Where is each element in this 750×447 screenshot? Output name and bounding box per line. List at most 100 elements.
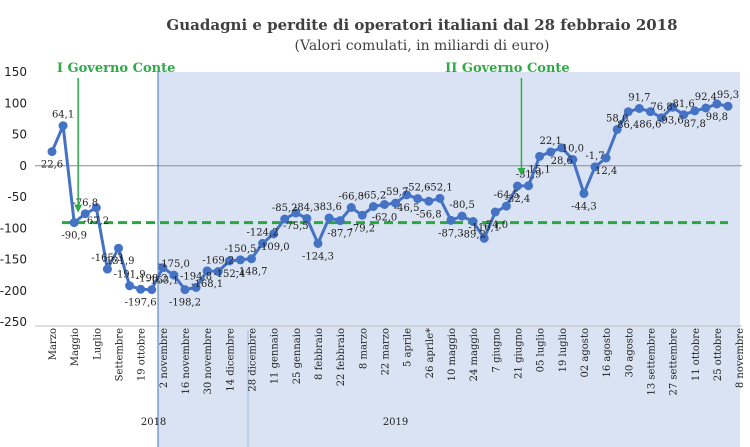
data-point bbox=[191, 283, 201, 292]
x-tick-label: 10 maggio bbox=[447, 328, 458, 381]
data-point bbox=[147, 285, 157, 295]
data-point bbox=[158, 263, 168, 273]
x-tick-label: Maggio bbox=[70, 328, 81, 366]
data-point bbox=[535, 151, 545, 161]
data-label: 58,0 bbox=[606, 114, 628, 125]
y-tick-label: -150 bbox=[0, 253, 27, 267]
data-label: -31,9 bbox=[516, 170, 542, 181]
data-point bbox=[280, 214, 290, 224]
data-label: -175,0 bbox=[158, 259, 190, 270]
data-point bbox=[590, 162, 600, 172]
x-tick-label: 14 dicembre bbox=[225, 328, 236, 392]
data-point bbox=[269, 229, 279, 239]
data-point bbox=[169, 270, 179, 280]
data-label: -66,8 bbox=[338, 192, 364, 203]
annotation-arrow-head bbox=[517, 168, 526, 176]
data-label: -198,2 bbox=[169, 298, 201, 309]
data-label: -65,2 bbox=[361, 191, 387, 202]
data-point bbox=[446, 215, 456, 225]
data-label: -124,2 bbox=[247, 227, 279, 238]
data-point bbox=[47, 147, 57, 157]
data-point bbox=[113, 243, 123, 253]
data-label: 28,6 bbox=[551, 156, 573, 167]
data-point bbox=[202, 266, 212, 276]
data-point bbox=[346, 203, 356, 212]
data-label: -62,0 bbox=[372, 213, 398, 224]
annotation-arrow-head bbox=[74, 204, 83, 213]
year-labels: 2018 2019 bbox=[141, 417, 408, 428]
data-label: -74,0 bbox=[482, 220, 508, 231]
data-point bbox=[302, 213, 312, 223]
x-tick-label: 11 gennaio bbox=[270, 328, 281, 384]
data-label: -168,1 bbox=[191, 279, 223, 290]
data-point bbox=[668, 102, 678, 112]
annotation-label: I Governo Conte bbox=[57, 61, 175, 76]
data-point bbox=[457, 211, 467, 221]
data-point bbox=[258, 238, 268, 248]
data-point bbox=[391, 198, 401, 208]
data-point bbox=[579, 188, 589, 198]
data-point bbox=[468, 217, 478, 226]
data-label: -87,7 bbox=[327, 229, 353, 240]
data-point bbox=[524, 181, 534, 191]
data-point bbox=[634, 103, 644, 113]
data-point bbox=[246, 254, 256, 264]
x-tick-label: 8 novembre bbox=[735, 328, 746, 388]
data-point bbox=[557, 143, 567, 153]
data-point bbox=[723, 101, 733, 111]
data-label: 76,8 bbox=[650, 102, 672, 113]
data-label: -80,5 bbox=[449, 200, 475, 211]
data-labels: 22,6 64,1 -90,9 -76,8 -67,2 -165,3-131,9 -191,… bbox=[41, 90, 739, 308]
data-label: -90,9 bbox=[61, 231, 87, 242]
x-tick-label: 02 agosto bbox=[580, 328, 591, 377]
data-point bbox=[80, 209, 90, 219]
annotation-label: II Governo Conte bbox=[445, 61, 570, 76]
data-label: -124,3 bbox=[302, 251, 334, 262]
data-point bbox=[368, 202, 378, 211]
data-label: -169,2 bbox=[202, 256, 234, 267]
y-tick-label: 100 bbox=[4, 96, 27, 110]
data-point bbox=[690, 106, 700, 116]
x-tick-label: 16 agosto bbox=[602, 328, 613, 377]
data-label: 92,4 bbox=[695, 92, 717, 103]
data-label: -197,6 bbox=[125, 297, 157, 308]
data-point bbox=[324, 213, 334, 223]
data-label: 95,3 bbox=[717, 90, 739, 101]
data-label: -116,1 bbox=[468, 222, 500, 233]
series bbox=[47, 99, 733, 295]
data-point bbox=[125, 281, 135, 291]
y-tick-label: -250 bbox=[0, 315, 27, 329]
data-point bbox=[568, 155, 578, 164]
x-tick-label: 30 agosto bbox=[624, 328, 635, 377]
data-point bbox=[335, 216, 345, 226]
data-point bbox=[180, 285, 190, 295]
data-label: -1,7 bbox=[585, 151, 604, 162]
x-tick-label: 26 aprile* bbox=[425, 328, 436, 378]
x-tick-label: 21 giugno bbox=[513, 328, 524, 379]
x-tick-label: 11 ottobre bbox=[691, 328, 702, 381]
data-point bbox=[313, 238, 323, 248]
data-label: -64,5 bbox=[494, 190, 520, 201]
y-tick-label: -50 bbox=[7, 190, 27, 204]
data-label: -152,4 bbox=[213, 269, 245, 280]
data-label: -109,0 bbox=[258, 242, 290, 253]
data-point bbox=[490, 207, 500, 217]
y-axis: 150 100 50 0 -50 -100 -150 -200 -250 bbox=[0, 65, 27, 329]
x-tick-label: 19 ottobre bbox=[137, 328, 148, 381]
data-point bbox=[546, 147, 556, 157]
data-point bbox=[657, 113, 667, 123]
data-point bbox=[213, 267, 223, 276]
y-tick-label: -100 bbox=[0, 221, 27, 235]
y-tick-label: 0 bbox=[19, 159, 27, 173]
year-label: 2018 bbox=[141, 417, 166, 428]
x-tick-label: 22 febbraio bbox=[336, 328, 347, 386]
data-point bbox=[224, 256, 234, 266]
chart-subtitle: (Valori comulati, in miliardi di euro) bbox=[295, 38, 550, 54]
data-label: 93,6 bbox=[661, 115, 683, 126]
chart-title: Guadagni e perdite di operatori italiani… bbox=[166, 16, 677, 34]
x-tick-label: 8 febbraio bbox=[314, 328, 325, 380]
data-label: 10,0 bbox=[562, 144, 584, 155]
data-label: 98,8 bbox=[706, 112, 728, 123]
data-point bbox=[402, 190, 412, 200]
